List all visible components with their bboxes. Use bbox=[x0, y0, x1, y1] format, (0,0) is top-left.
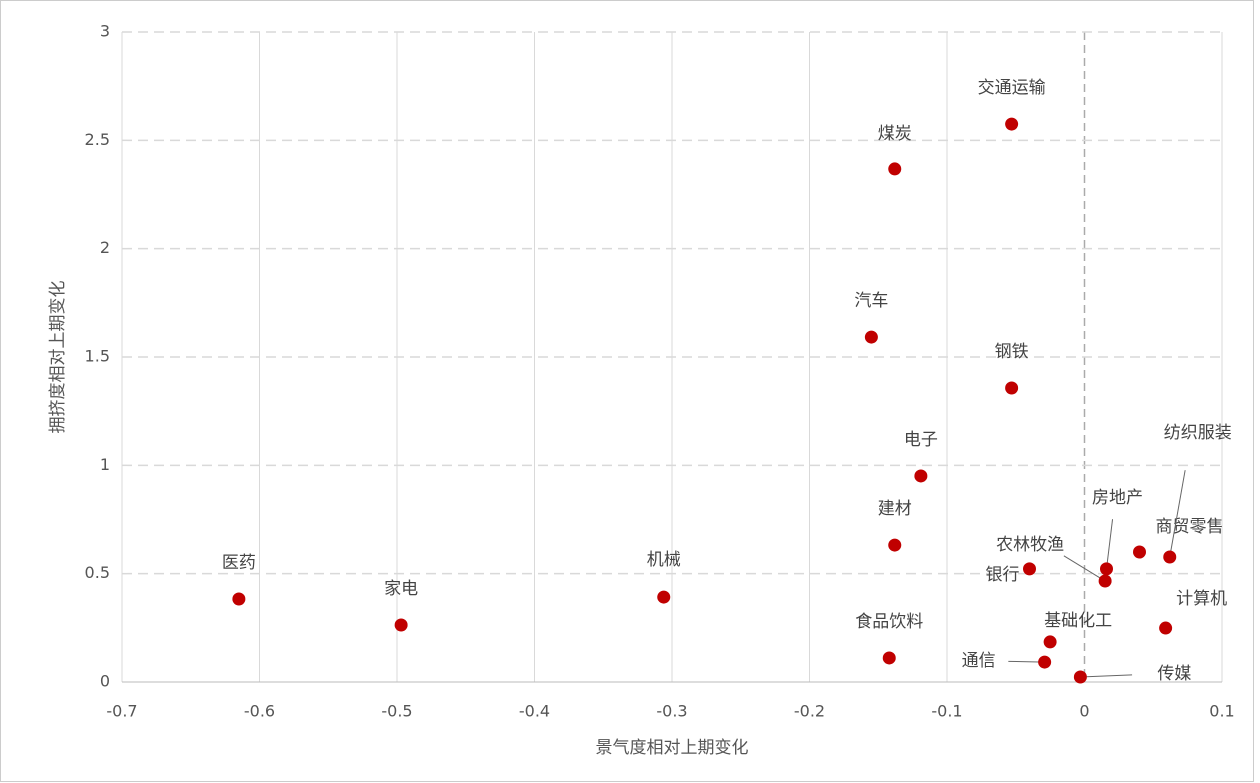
leader-line bbox=[1080, 674, 1133, 678]
y-tick-label: 3 bbox=[100, 22, 110, 41]
y-tick-label: 1.5 bbox=[85, 347, 110, 366]
point bbox=[1100, 562, 1113, 576]
x-tick-label: 0.1 bbox=[1209, 702, 1234, 721]
point bbox=[1005, 117, 1019, 131]
point-label: 医药 bbox=[222, 553, 256, 573]
point bbox=[394, 618, 408, 632]
x-tick-label: -0.3 bbox=[656, 702, 687, 721]
x-tick-label: -0.5 bbox=[381, 702, 412, 721]
x-tick-label: -0.2 bbox=[794, 702, 825, 721]
point-label: 房地产 bbox=[1092, 488, 1143, 508]
point bbox=[914, 469, 928, 483]
point-label: 基础化工 bbox=[1044, 611, 1112, 631]
point-label: 煤炭 bbox=[878, 124, 912, 144]
leader-line bbox=[1063, 555, 1106, 582]
point bbox=[1163, 550, 1177, 564]
point-label: 建材 bbox=[878, 499, 912, 519]
point-label: 钢铁 bbox=[995, 342, 1029, 362]
x-tick-label: -0.1 bbox=[931, 702, 962, 721]
point-label: 通信 bbox=[962, 651, 996, 671]
point-label: 计算机 bbox=[1176, 589, 1227, 609]
point-label: 机械 bbox=[647, 550, 681, 570]
point bbox=[888, 162, 902, 176]
point bbox=[888, 538, 902, 552]
point bbox=[1005, 381, 1019, 395]
x-tick-label: -0.6 bbox=[244, 702, 275, 721]
x-axis-title: 景气度相对上期变化 bbox=[596, 738, 749, 758]
y-tick-label: 0.5 bbox=[85, 563, 110, 582]
y-axis-title: 拥挤度相对上期变化 bbox=[48, 281, 68, 434]
y-tick-label: 2 bbox=[100, 238, 110, 257]
point-label: 交通运输 bbox=[978, 78, 1046, 98]
point-label: 纺织服装 bbox=[1164, 423, 1232, 443]
y-tick-label: 1 bbox=[100, 455, 110, 474]
point bbox=[1038, 655, 1052, 669]
point-label: 电子 bbox=[904, 430, 938, 450]
y-tick-label: 2.5 bbox=[85, 130, 110, 149]
point-label: 商贸零售 bbox=[1156, 517, 1224, 537]
point bbox=[1159, 621, 1173, 635]
point bbox=[1073, 670, 1087, 684]
point-label: 传媒 bbox=[1157, 664, 1191, 684]
leader-line bbox=[1169, 470, 1186, 558]
point-label: 农林牧渔 bbox=[996, 535, 1064, 555]
x-tick-label: -0.4 bbox=[519, 702, 550, 721]
x-tick-label: -0.7 bbox=[106, 702, 137, 721]
point-label: 银行 bbox=[986, 565, 1020, 585]
point bbox=[1098, 574, 1112, 588]
point bbox=[864, 330, 878, 344]
point-label: 食品饮料 bbox=[855, 612, 923, 632]
point-label: 汽车 bbox=[854, 291, 888, 311]
point bbox=[1133, 545, 1146, 559]
point bbox=[232, 592, 246, 606]
y-tick-label: 0 bbox=[100, 672, 110, 691]
leader-line bbox=[1106, 519, 1114, 569]
point bbox=[882, 651, 896, 665]
point-label: 家电 bbox=[384, 579, 418, 599]
point bbox=[657, 590, 671, 604]
point bbox=[1043, 635, 1057, 649]
x-tick-label: 0 bbox=[1079, 702, 1089, 721]
point bbox=[1023, 562, 1036, 576]
